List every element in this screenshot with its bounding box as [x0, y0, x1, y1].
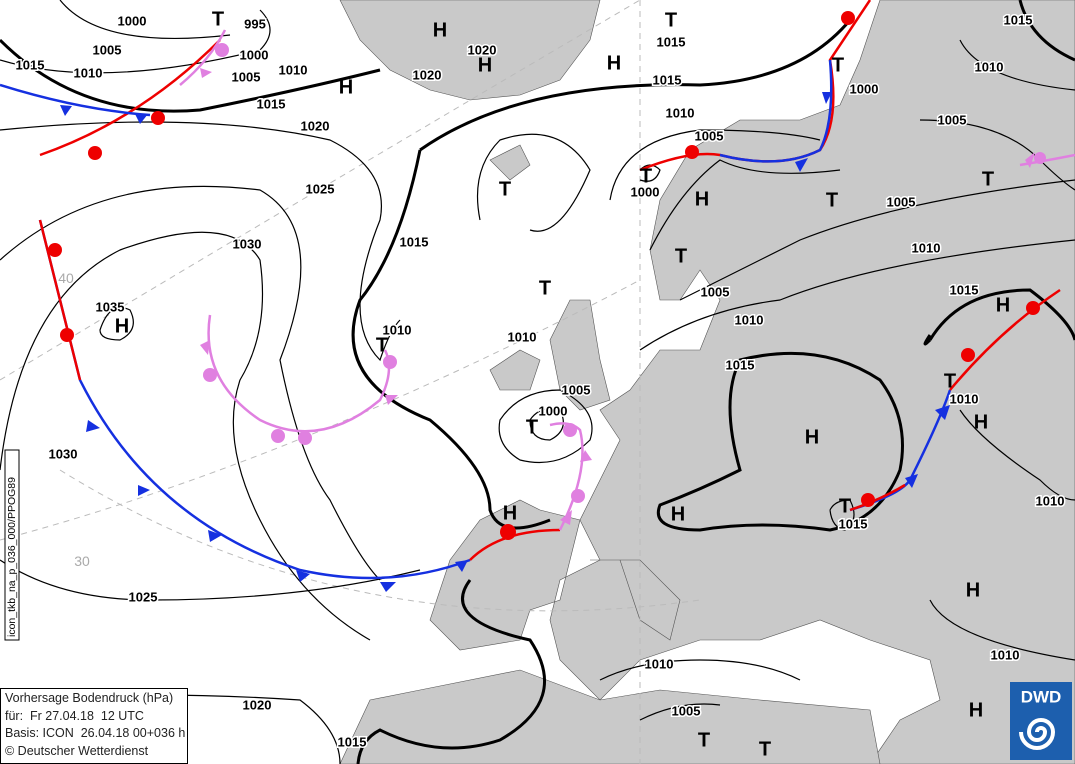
pressure-system: H — [433, 19, 447, 41]
isobar-label: 1000 — [850, 81, 879, 96]
logo-text: DWD — [1021, 687, 1062, 706]
info-box: Vorhersage Bodendruck (hPa) für: Fr 27.0… — [0, 688, 188, 764]
isobar-label: 1000 — [118, 13, 147, 28]
isobar-label: 1010 — [975, 59, 1004, 74]
logo-swirl — [1019, 718, 1056, 750]
isobar-label: 1005 — [887, 194, 916, 209]
fronts — [0, 0, 1075, 592]
isobar-label: 1005 — [938, 112, 967, 127]
pressure-system: H — [503, 502, 517, 524]
pressure-system: H — [974, 411, 988, 433]
info-valid: für: Fr 27.04.18 12 UTC — [5, 709, 144, 723]
isobar-label: 1030 — [49, 446, 78, 461]
side-label: icon_tkb_na_p_036_000/PPOG89 — [6, 477, 18, 637]
pressure-system: T — [640, 165, 652, 187]
isobar-label: 1005 — [672, 703, 701, 718]
isobar-label: 1000 — [240, 47, 269, 62]
isobar-label: 1015 — [726, 357, 755, 372]
pressure-system: H — [115, 315, 129, 337]
pressure-system: T — [826, 189, 838, 211]
pressure-system: T — [944, 370, 956, 392]
latitude-label: 40 — [58, 270, 74, 286]
isobar-label: 1010 — [950, 391, 979, 406]
info-box-frame — [0, 688, 188, 764]
info-base: Basis: ICON 26.04.18 00+036 h — [5, 726, 185, 740]
isobar-label: 1010 — [645, 656, 674, 671]
isobar-label: 1020 — [413, 67, 442, 82]
isobar-label: 1025 — [306, 181, 335, 196]
isobar-label: 1010 — [383, 322, 412, 337]
pressure-system: T — [759, 738, 771, 760]
isobar-label: 1010 — [74, 65, 103, 80]
pressure-system: H — [969, 699, 983, 721]
isobar-label: 1020 — [301, 118, 330, 133]
isobar-label: 1015 — [338, 734, 367, 749]
isobar-label: 1005 — [562, 382, 591, 397]
grid-lines — [0, 0, 701, 764]
isobar-label: 1015 — [400, 234, 429, 249]
isobar-label: 1010 — [991, 647, 1020, 662]
pressure-system: T — [212, 8, 224, 30]
pressure-system: T — [526, 416, 538, 438]
isobar-label: 1005 — [232, 69, 261, 84]
isobar-label: 1005 — [701, 284, 730, 299]
isobar-label: 1015 — [16, 57, 45, 72]
pressure-system: H — [966, 579, 980, 601]
isobar-label: 1005 — [695, 128, 724, 143]
isobar-label: 1015 — [950, 282, 979, 297]
isobar-label: 1015 — [657, 34, 686, 49]
isobar-label: 1025 — [129, 589, 158, 604]
isobar-label: 1010 — [735, 312, 764, 327]
dwd-logo: DWD — [1010, 682, 1072, 760]
isobar-label: 995 — [244, 16, 266, 31]
isobar-label: 1015 — [1004, 12, 1033, 27]
isobar-label: 1030 — [233, 236, 262, 251]
info-title: Vorhersage Bodendruck (hPa) — [5, 691, 173, 705]
pressure-system: T — [698, 729, 710, 751]
isobar-label: 1035 — [96, 299, 125, 314]
latitude-label: 30 — [74, 553, 90, 569]
pressure-system: H — [805, 426, 819, 448]
pressure-system: T — [675, 245, 687, 267]
land — [339, 0, 1075, 764]
isobar-label: 1015 — [839, 516, 868, 531]
info-copyright: © Deutscher Wetterdienst — [5, 744, 149, 758]
pressure-system: H — [671, 503, 685, 525]
isobar-label: 1015 — [257, 96, 286, 111]
isobar-label: 1015 — [653, 72, 682, 87]
pressure-system: H — [607, 52, 621, 74]
isobar-label: 1010 — [1036, 493, 1065, 508]
isobar-label: 1010 — [508, 329, 537, 344]
isobar-label: 1020 — [468, 42, 497, 57]
pressure-system: H — [339, 76, 353, 98]
isobar-label: 1005 — [93, 42, 122, 57]
pressure-system: H — [996, 294, 1010, 316]
pressure-system: H — [695, 188, 709, 210]
side-label-box — [4, 449, 20, 641]
pressure-system: T — [499, 178, 511, 200]
isobar-label: 1000 — [539, 403, 568, 418]
pressure-system: T — [832, 54, 844, 76]
isobar-label: 1020 — [243, 697, 272, 712]
isobar-label: 1010 — [666, 105, 695, 120]
isobar-label: 1010 — [912, 240, 941, 255]
pressure-system: T — [982, 168, 994, 190]
pressure-system: H — [478, 54, 492, 76]
isobar-label: 1000 — [631, 184, 660, 199]
pressure-system: T — [376, 334, 388, 356]
isobar-label: 1010 — [279, 62, 308, 77]
pressure-system: T — [665, 9, 677, 31]
pressure-system: T — [839, 495, 851, 517]
pressure-system: T — [539, 277, 551, 299]
